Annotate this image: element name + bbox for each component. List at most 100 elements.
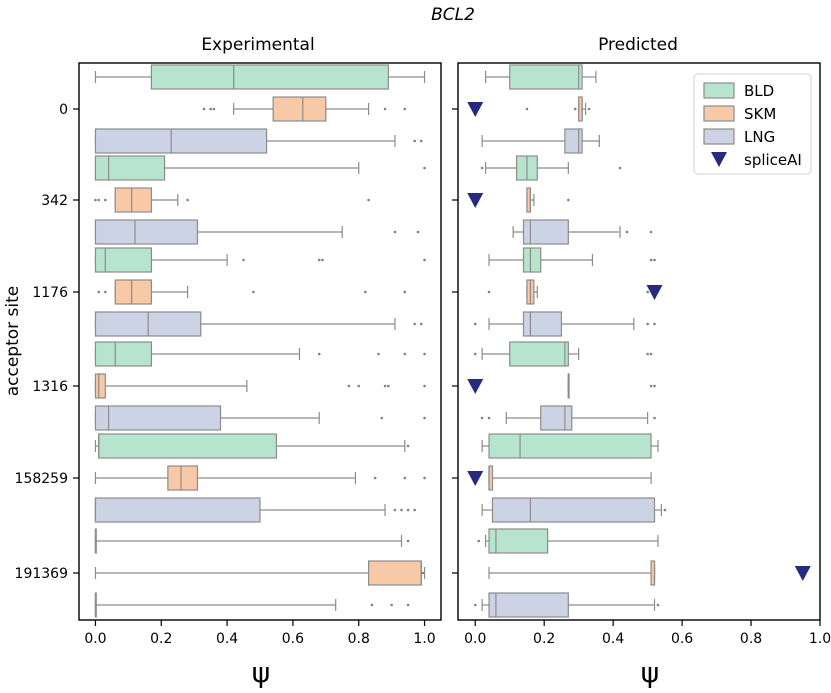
box-bld: [484, 64, 597, 90]
iqr-box: [488, 528, 549, 554]
iqr-box: [94, 155, 166, 181]
acceptor-site-group-342: [94, 155, 426, 245]
outlier-point: [423, 384, 426, 388]
y-tick-label: 0: [59, 102, 68, 118]
spliceai-marker: [467, 471, 484, 486]
outlier-point: [567, 198, 570, 202]
y-tick-label: 191369: [15, 566, 68, 582]
outlier-point: [649, 384, 653, 388]
acceptor-site-group-1316: [94, 341, 426, 431]
outlier-point: [242, 258, 245, 262]
spliceai-marker: [794, 566, 811, 581]
outlier-point: [646, 290, 649, 294]
x-tick-label: 1.0: [809, 631, 831, 647]
box-skm: [94, 560, 426, 586]
box-bld: [480, 155, 622, 181]
iqr-box: [150, 64, 389, 90]
outlier-point: [94, 198, 97, 202]
outlier-point: [97, 290, 101, 294]
box-skm: [526, 187, 570, 213]
box-skm: [94, 465, 426, 491]
outlier-point: [104, 290, 107, 294]
outlier-point: [383, 384, 387, 388]
box-lng: [94, 592, 410, 618]
box-bld: [477, 528, 659, 554]
box-lng: [94, 219, 420, 245]
x-tick-label: 0.8: [740, 631, 762, 647]
spliceai-marker: [646, 285, 663, 300]
outlier-point: [377, 352, 380, 356]
panel-experimental: 0.0 0.2 0.4 0.6 0.8 1.0 0 342 1176 1316 158259 1913…: [15, 62, 442, 647]
x-tick-label: 0.4: [602, 631, 624, 647]
y-tick-label: 342: [41, 193, 68, 209]
box-bld: [94, 155, 426, 181]
acceptor-site-group-0: [467, 64, 600, 154]
legend-swatch: [703, 128, 735, 145]
outlier-point: [473, 352, 477, 356]
outlier-point: [653, 258, 656, 262]
outlier-point: [212, 107, 216, 111]
acceptor-site-group-0: [94, 64, 426, 154]
legend: BLD SKM LNG spliceAI: [693, 73, 812, 175]
iqr-box: [491, 497, 656, 523]
iqr-box: [368, 560, 422, 586]
iqr-box: [522, 311, 563, 337]
box-bld: [94, 528, 410, 554]
outlier-point: [370, 603, 374, 607]
outlier-point: [419, 322, 423, 326]
outlier-point: [367, 198, 370, 202]
outlier-point: [317, 352, 321, 356]
outlier-point: [423, 352, 426, 356]
y-tick-label: 1176: [32, 285, 68, 301]
legend-label: spliceAI: [744, 151, 802, 169]
acceptor-site-group-191369: [473, 528, 811, 618]
box-lng: [481, 497, 667, 523]
outlier-point: [423, 258, 426, 262]
iqr-box: [272, 96, 327, 122]
outlier-point: [646, 322, 649, 326]
outlier-point: [383, 107, 387, 111]
iqr-box: [114, 187, 152, 213]
outlier-point: [473, 322, 477, 326]
outlier-point: [393, 508, 397, 512]
outlier-point: [477, 539, 480, 543]
box-lng: [481, 128, 600, 154]
outlier-point: [653, 416, 656, 420]
outlier-point: [403, 352, 407, 356]
legend-entry-spliceai: spliceAI: [711, 151, 802, 169]
outlier-point: [423, 416, 426, 420]
box-bld: [94, 247, 426, 273]
iqr-box: [94, 128, 268, 154]
outlier-point: [473, 603, 477, 607]
box-lng: [512, 219, 653, 245]
y-tick-label: 1316: [32, 379, 68, 395]
outlier-point: [649, 352, 653, 356]
outlier-point: [663, 508, 667, 512]
outlier-point: [413, 322, 416, 326]
legend-swatch: [703, 105, 735, 122]
iqr-box: [94, 247, 152, 273]
outlier-point: [393, 230, 397, 234]
x-tick-label: 0.8: [348, 631, 370, 647]
spliceai-marker: [467, 102, 484, 117]
iqr-box: [522, 247, 542, 273]
iqr-box: [167, 465, 199, 491]
box-skm: [202, 96, 407, 122]
outlier-point: [209, 107, 212, 111]
box-bld: [473, 341, 653, 367]
box-lng: [94, 497, 416, 523]
outlier-point: [364, 290, 367, 294]
legend-entry-lng: LNG: [703, 128, 775, 146]
box-lng: [94, 311, 423, 337]
outlier-point: [646, 352, 649, 356]
outlier-point: [421, 571, 425, 575]
x-tick-label: 0.6: [671, 631, 693, 647]
legend-entry-bld: BLD: [703, 82, 774, 100]
spliceai-marker: [467, 379, 484, 394]
outlier-point: [413, 139, 416, 143]
outlier-point: [347, 384, 351, 388]
spliceai-marker: [467, 193, 484, 208]
panel-predicted: 0.0 0.2 0.4 0.6 0.8 1.0: [452, 62, 831, 647]
acceptor-site-group-1316: [467, 341, 656, 431]
